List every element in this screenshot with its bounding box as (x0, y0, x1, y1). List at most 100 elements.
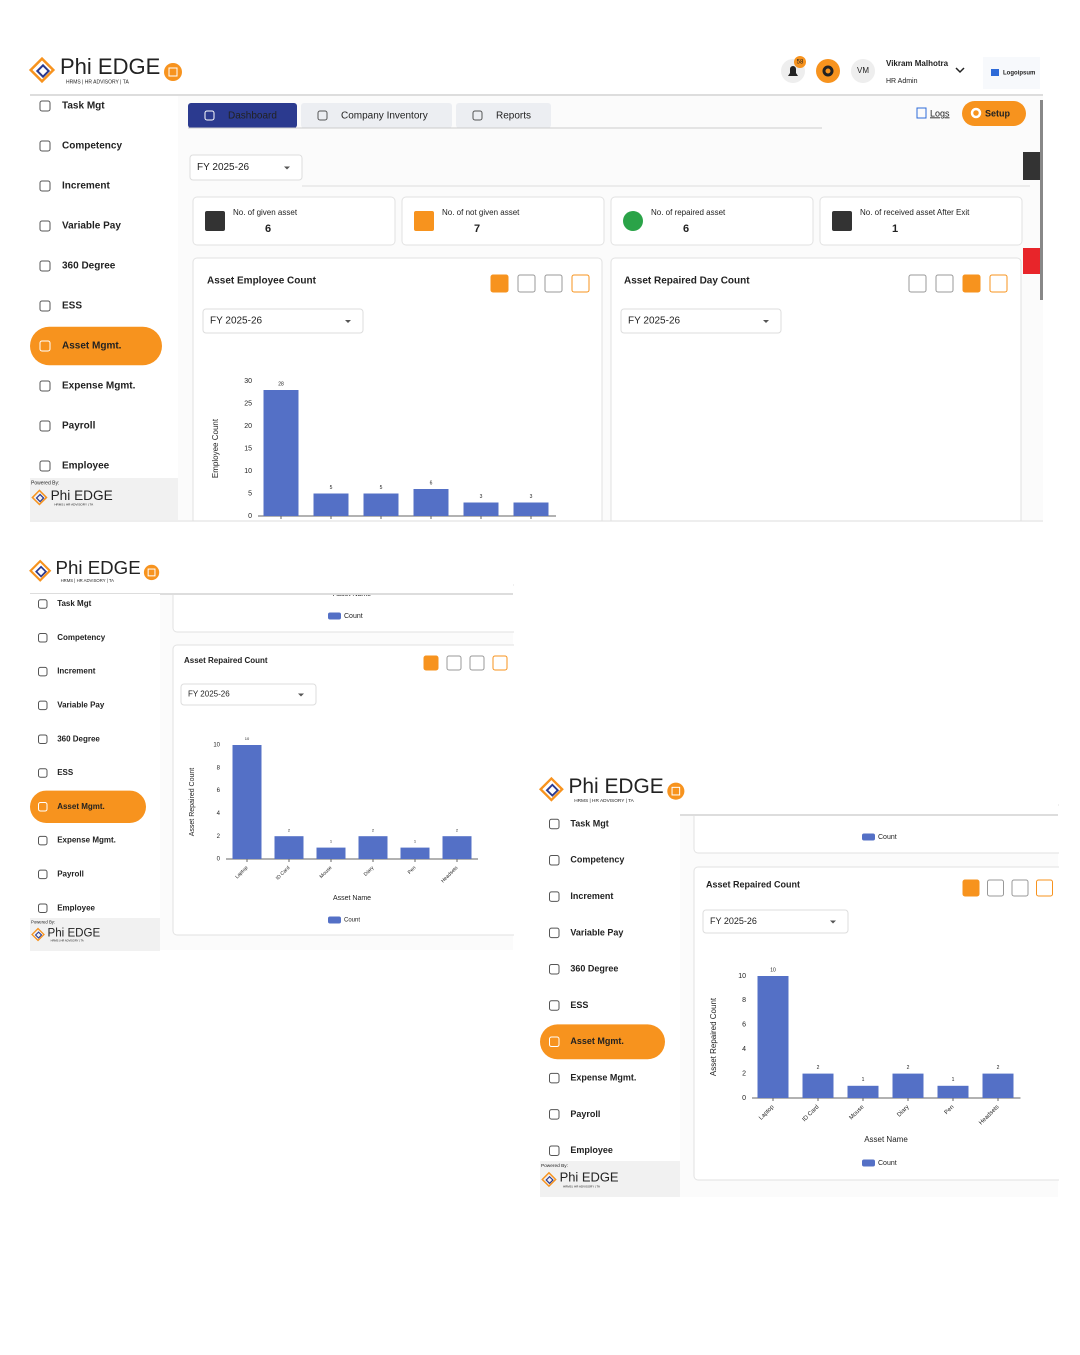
chart-tool-button[interactable] (1011, 879, 1029, 897)
stat-value: 1 (892, 223, 898, 235)
chat-widget[interactable] (1023, 248, 1043, 274)
year-select[interactable] (180, 683, 317, 706)
chart-tool-button[interactable] (446, 655, 462, 671)
sidebar (540, 814, 680, 1161)
menu-toggle[interactable] (667, 782, 685, 800)
select-caret (345, 320, 351, 323)
chart-tool-button[interactable] (1036, 879, 1053, 897)
sidebar-item[interactable]: Increment (62, 181, 110, 192)
sidebar-item[interactable]: Variable Pay (570, 927, 623, 937)
chart-tool-button[interactable] (492, 655, 508, 671)
y-tick-label: 0 (217, 857, 221, 863)
sidebar-item[interactable]: Task Mgt (62, 101, 105, 112)
sidebar-item[interactable]: Expense Mgmt. (570, 1072, 636, 1082)
bar-value-label: 3 (530, 494, 533, 500)
sidebar-item-active[interactable] (540, 1024, 665, 1060)
sidebar-item[interactable]: Increment (57, 667, 96, 676)
sidebar-icon (38, 666, 48, 677)
sidebar-item[interactable]: Asset Mgmt. (570, 1036, 624, 1046)
y-tick-label: 15 (244, 445, 252, 452)
sidebar-item[interactable]: Competency (57, 633, 106, 642)
chart-tool-button[interactable] (490, 274, 509, 293)
chart-tool-button[interactable] (962, 879, 980, 897)
sidebar-item[interactable]: Payroll (57, 870, 84, 879)
sidebar-item[interactable]: Expense Mgmt. (62, 381, 136, 392)
header-bar (30, 558, 513, 594)
menu-toggle-icon (671, 786, 681, 796)
tab-label[interactable]: Dashboard (228, 111, 277, 122)
sidebar-item[interactable]: Employee (57, 903, 95, 912)
sidebar-item[interactable]: Employee (570, 1145, 613, 1155)
setup-icon (970, 107, 982, 119)
sidebar-item[interactable]: 360 Degree (62, 261, 116, 272)
setup-label[interactable]: Setup (985, 108, 1011, 118)
chart-tool-button[interactable] (987, 879, 1004, 897)
year-select[interactable] (702, 909, 849, 934)
avatar[interactable] (851, 59, 875, 83)
bar (363, 493, 399, 516)
sidebar-icon (38, 633, 48, 643)
bar (442, 836, 472, 859)
sidebar-item[interactable]: Task Mgt (570, 818, 608, 828)
tab-label[interactable]: Reports (496, 111, 531, 122)
y-tick-label: 5 (248, 490, 252, 497)
chart-tool-button[interactable] (517, 274, 536, 293)
year-select[interactable] (189, 154, 303, 181)
sidebar-item[interactable]: ESS (62, 301, 82, 312)
x-axis-title: Asset Name (333, 895, 371, 902)
user-menu-chevron[interactable] (955, 67, 965, 74)
sidebar-item[interactable]: ESS (570, 1000, 588, 1010)
logo-mark (35, 493, 45, 503)
sidebar-item-active[interactable] (30, 790, 146, 824)
y-tick-label: 10 (738, 973, 746, 980)
sidebar-item[interactable]: Variable Pay (57, 701, 105, 710)
sidebar-item[interactable]: Payroll (570, 1109, 600, 1119)
sidebar-item[interactable]: ESS (57, 768, 74, 777)
sidebar-icon (39, 380, 51, 392)
tab[interactable] (456, 103, 551, 128)
sidebar-item[interactable]: 360 Degree (57, 734, 100, 743)
sidebar-item-active[interactable] (30, 326, 162, 366)
settings-button[interactable] (816, 59, 840, 83)
chart-tool-button[interactable] (423, 655, 439, 671)
sidebar-item[interactable]: Variable Pay (62, 221, 121, 232)
sidebar-item[interactable]: Asset Mgmt. (57, 802, 105, 811)
chart-tool-button[interactable] (469, 655, 485, 671)
logo-mark (538, 776, 564, 802)
y-tick-label: 10 (213, 743, 220, 749)
chart-tool-button[interactable] (989, 274, 1008, 293)
tab-label[interactable]: Company Inventory (341, 111, 428, 122)
logs-link[interactable]: Logs (930, 108, 950, 118)
sidebar-icon (38, 768, 48, 778)
setup-button[interactable] (962, 101, 1026, 126)
year-select[interactable] (202, 308, 364, 334)
chart-tool-button[interactable] (962, 274, 981, 293)
tab[interactable] (188, 103, 297, 128)
sidebar-item[interactable]: Competency (570, 855, 624, 865)
logo-mark (541, 1171, 557, 1188)
menu-toggle[interactable] (143, 564, 160, 581)
stat-value: 6 (683, 223, 689, 235)
sidebar-item[interactable]: Payroll (62, 421, 96, 432)
y-tick-label: 0 (248, 513, 252, 520)
logo-mark (29, 559, 52, 582)
sidebar-item[interactable]: Increment (570, 891, 613, 901)
year-select[interactable] (620, 308, 782, 334)
menu-toggle[interactable] (164, 63, 182, 81)
tab[interactable] (301, 103, 452, 128)
chart-tool-button[interactable] (544, 274, 563, 293)
sidebar-item[interactable]: Employee (62, 461, 110, 472)
sidebar-item[interactable]: Asset Mgmt. (62, 341, 122, 352)
sidebar-item[interactable]: 360 Degree (570, 964, 618, 974)
chart-tool-button[interactable] (908, 274, 927, 293)
chart-tool-button[interactable] (935, 274, 954, 293)
sidebar-item[interactable]: Task Mgt (57, 599, 91, 608)
crop-mask (1059, 800, 1080, 1200)
sidebar (30, 594, 160, 918)
chart-tool-button[interactable] (571, 274, 590, 293)
sidebar-item[interactable]: Expense Mgmt. (57, 836, 116, 845)
sidebar-item[interactable]: Competency (62, 141, 122, 152)
bar (316, 847, 346, 859)
